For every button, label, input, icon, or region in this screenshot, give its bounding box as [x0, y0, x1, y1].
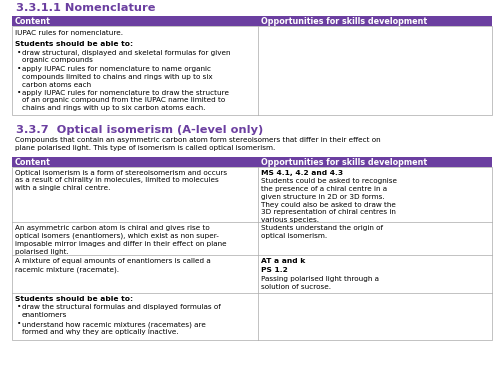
Text: Students understand the origin of
optical isomerism.: Students understand the origin of optica… [261, 225, 383, 239]
Text: •: • [17, 90, 21, 96]
Text: PS 1.2: PS 1.2 [261, 267, 288, 273]
Text: Content: Content [15, 18, 51, 27]
Text: MS 4.1, 4.2 and 4.3: MS 4.1, 4.2 and 4.3 [261, 170, 343, 176]
Text: apply IUPAC rules for nomenclature to name organic
compounds limited to chains a: apply IUPAC rules for nomenclature to na… [22, 66, 212, 88]
Text: draw the structural formulas and displayed formulas of
enantiomers: draw the structural formulas and display… [22, 304, 221, 318]
Text: apply IUPAC rules for nomenclature to draw the structure
of an organic compound : apply IUPAC rules for nomenclature to dr… [22, 90, 229, 111]
Text: understand how racemic mixtures (racemates) are
formed and why they are opticall: understand how racemic mixtures (racemat… [22, 321, 206, 335]
Text: Passing polarised light through a
solution of sucrose.: Passing polarised light through a soluti… [261, 276, 379, 290]
Text: 3.3.1.1 Nomenclature: 3.3.1.1 Nomenclature [16, 3, 156, 13]
Bar [12, 166, 492, 340]
Text: Students should be able to:: Students should be able to: [15, 296, 133, 302]
Text: AT a and k: AT a and k [261, 258, 305, 264]
Bar [12, 157, 492, 166]
Text: Students should be able to:: Students should be able to: [15, 41, 133, 47]
Text: •: • [17, 66, 21, 72]
Text: A mixture of equal amounts of enantiomers is called a
racemic mixture (racemate): A mixture of equal amounts of enantiomer… [15, 258, 211, 273]
Bar [12, 16, 492, 26]
Text: draw structural, displayed and skeletal formulas for given
organic compounds: draw structural, displayed and skeletal … [22, 50, 231, 63]
Text: Opportunities for skills development: Opportunities for skills development [261, 18, 427, 27]
Text: IUPAC rules for nomenclature.: IUPAC rules for nomenclature. [15, 30, 123, 36]
Text: Opportunities for skills development: Opportunities for skills development [261, 158, 427, 167]
Text: •: • [17, 50, 21, 55]
Text: Compounds that contain an asymmetric carbon atom form stereoisomers that differ : Compounds that contain an asymmetric car… [15, 137, 380, 151]
Text: An asymmetric carbon atom is chiral and gives rise to
optical isomers (enantiome: An asymmetric carbon atom is chiral and … [15, 225, 227, 255]
Text: •: • [17, 321, 21, 327]
Bar [12, 26, 492, 115]
Text: 3.3.7  Optical isomerism (A-level only): 3.3.7 Optical isomerism (A-level only) [16, 125, 263, 135]
Text: •: • [17, 304, 21, 310]
Text: Optical isomerism is a form of stereoisomerism and occurs
as a result of chirali: Optical isomerism is a form of stereoiso… [15, 170, 227, 191]
Text: Students could be asked to recognise
the presence of a chiral centre in a
given : Students could be asked to recognise the… [261, 178, 397, 223]
Text: Content: Content [15, 158, 51, 167]
